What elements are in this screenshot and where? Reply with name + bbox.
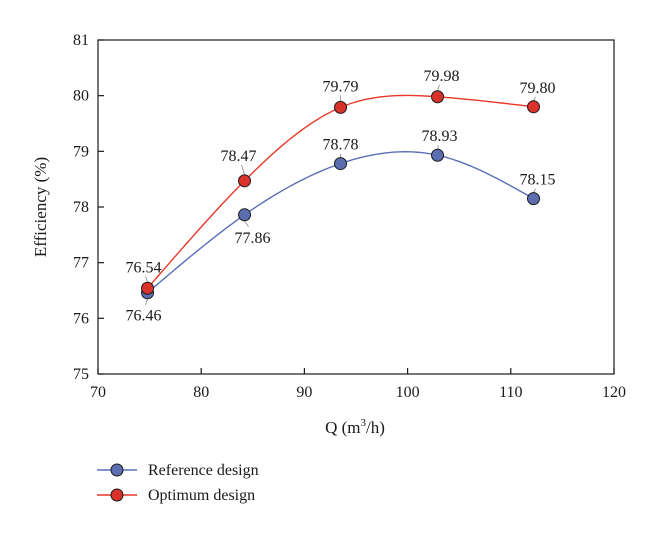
legend-label-optimum: Optimum design [148, 487, 255, 504]
x-axis: 70 80 90 100 110 120 [90, 368, 626, 401]
label-leader-line [241, 164, 245, 175]
optimum-design-line [147, 94, 534, 289]
x-tick-label: 90 [296, 384, 312, 401]
optimum-point [431, 90, 445, 104]
legend: Reference design Optimum design [97, 462, 259, 504]
reference-point [527, 192, 541, 206]
optimum-point [141, 281, 155, 295]
label-leader-line [533, 188, 536, 193]
reference-data-label: 78.93 [422, 128, 458, 145]
x-tick-label: 70 [90, 384, 106, 401]
y-tick-label: 81 [73, 32, 89, 49]
reference-point [431, 148, 445, 162]
x-tick-label: 120 [602, 384, 626, 401]
x-tick-label: 100 [396, 384, 420, 401]
optimum-data-label: 79.79 [323, 78, 359, 95]
optimum-point [527, 100, 541, 114]
legend-marker [110, 463, 124, 477]
y-tick-label: 77 [73, 255, 89, 272]
x-tick-label: 110 [499, 384, 522, 401]
y-tick-label: 78 [73, 199, 89, 216]
label-leaders [145, 84, 536, 305]
optimum-data-label: 76.54 [126, 259, 162, 276]
x-axis-title-superscript: 3 [361, 417, 367, 429]
reference-data-label: 78.15 [520, 172, 556, 189]
reference-point [238, 208, 252, 222]
reference-data-label: 78.78 [323, 137, 359, 154]
legend-marker [110, 488, 124, 502]
y-tick-label: 76 [73, 310, 89, 327]
x-tick-label: 80 [193, 384, 209, 401]
label-leader-line [145, 298, 148, 305]
data-labels: 76.46 77.86 78.78 78.93 78.15 76.54 78.47 79.79… [126, 68, 556, 325]
y-tick-label: 80 [73, 88, 89, 105]
optimum-data-label: 79.98 [424, 68, 460, 85]
y-tick-label: 75 [73, 366, 89, 383]
x-axis-title: Q (m3/h) [325, 417, 385, 437]
optimum-data-label: 78.47 [221, 148, 257, 165]
series-markers [141, 90, 541, 300]
label-leader-line [533, 96, 536, 101]
legend-label-reference: Reference design [148, 462, 259, 479]
label-leader-line [437, 84, 440, 91]
reference-data-label: 77.86 [235, 230, 271, 247]
label-leader-line [145, 276, 148, 283]
y-tick-label: 79 [73, 143, 89, 160]
optimum-data-label: 79.80 [520, 80, 556, 97]
x-axis-title-end: /h) [366, 418, 385, 437]
label-leader-line [437, 145, 439, 150]
y-axis: 75 76 77 78 79 80 81 [73, 32, 104, 383]
reference-data-label: 76.46 [126, 308, 162, 325]
reference-point [334, 157, 348, 171]
optimum-point [238, 174, 252, 188]
x-axis-title-main: Q (m [325, 418, 360, 437]
label-leader-line [244, 220, 249, 228]
series-curves [147, 94, 534, 294]
optimum-point [334, 100, 348, 114]
y-axis-title: Efficiency (%) [31, 157, 50, 257]
